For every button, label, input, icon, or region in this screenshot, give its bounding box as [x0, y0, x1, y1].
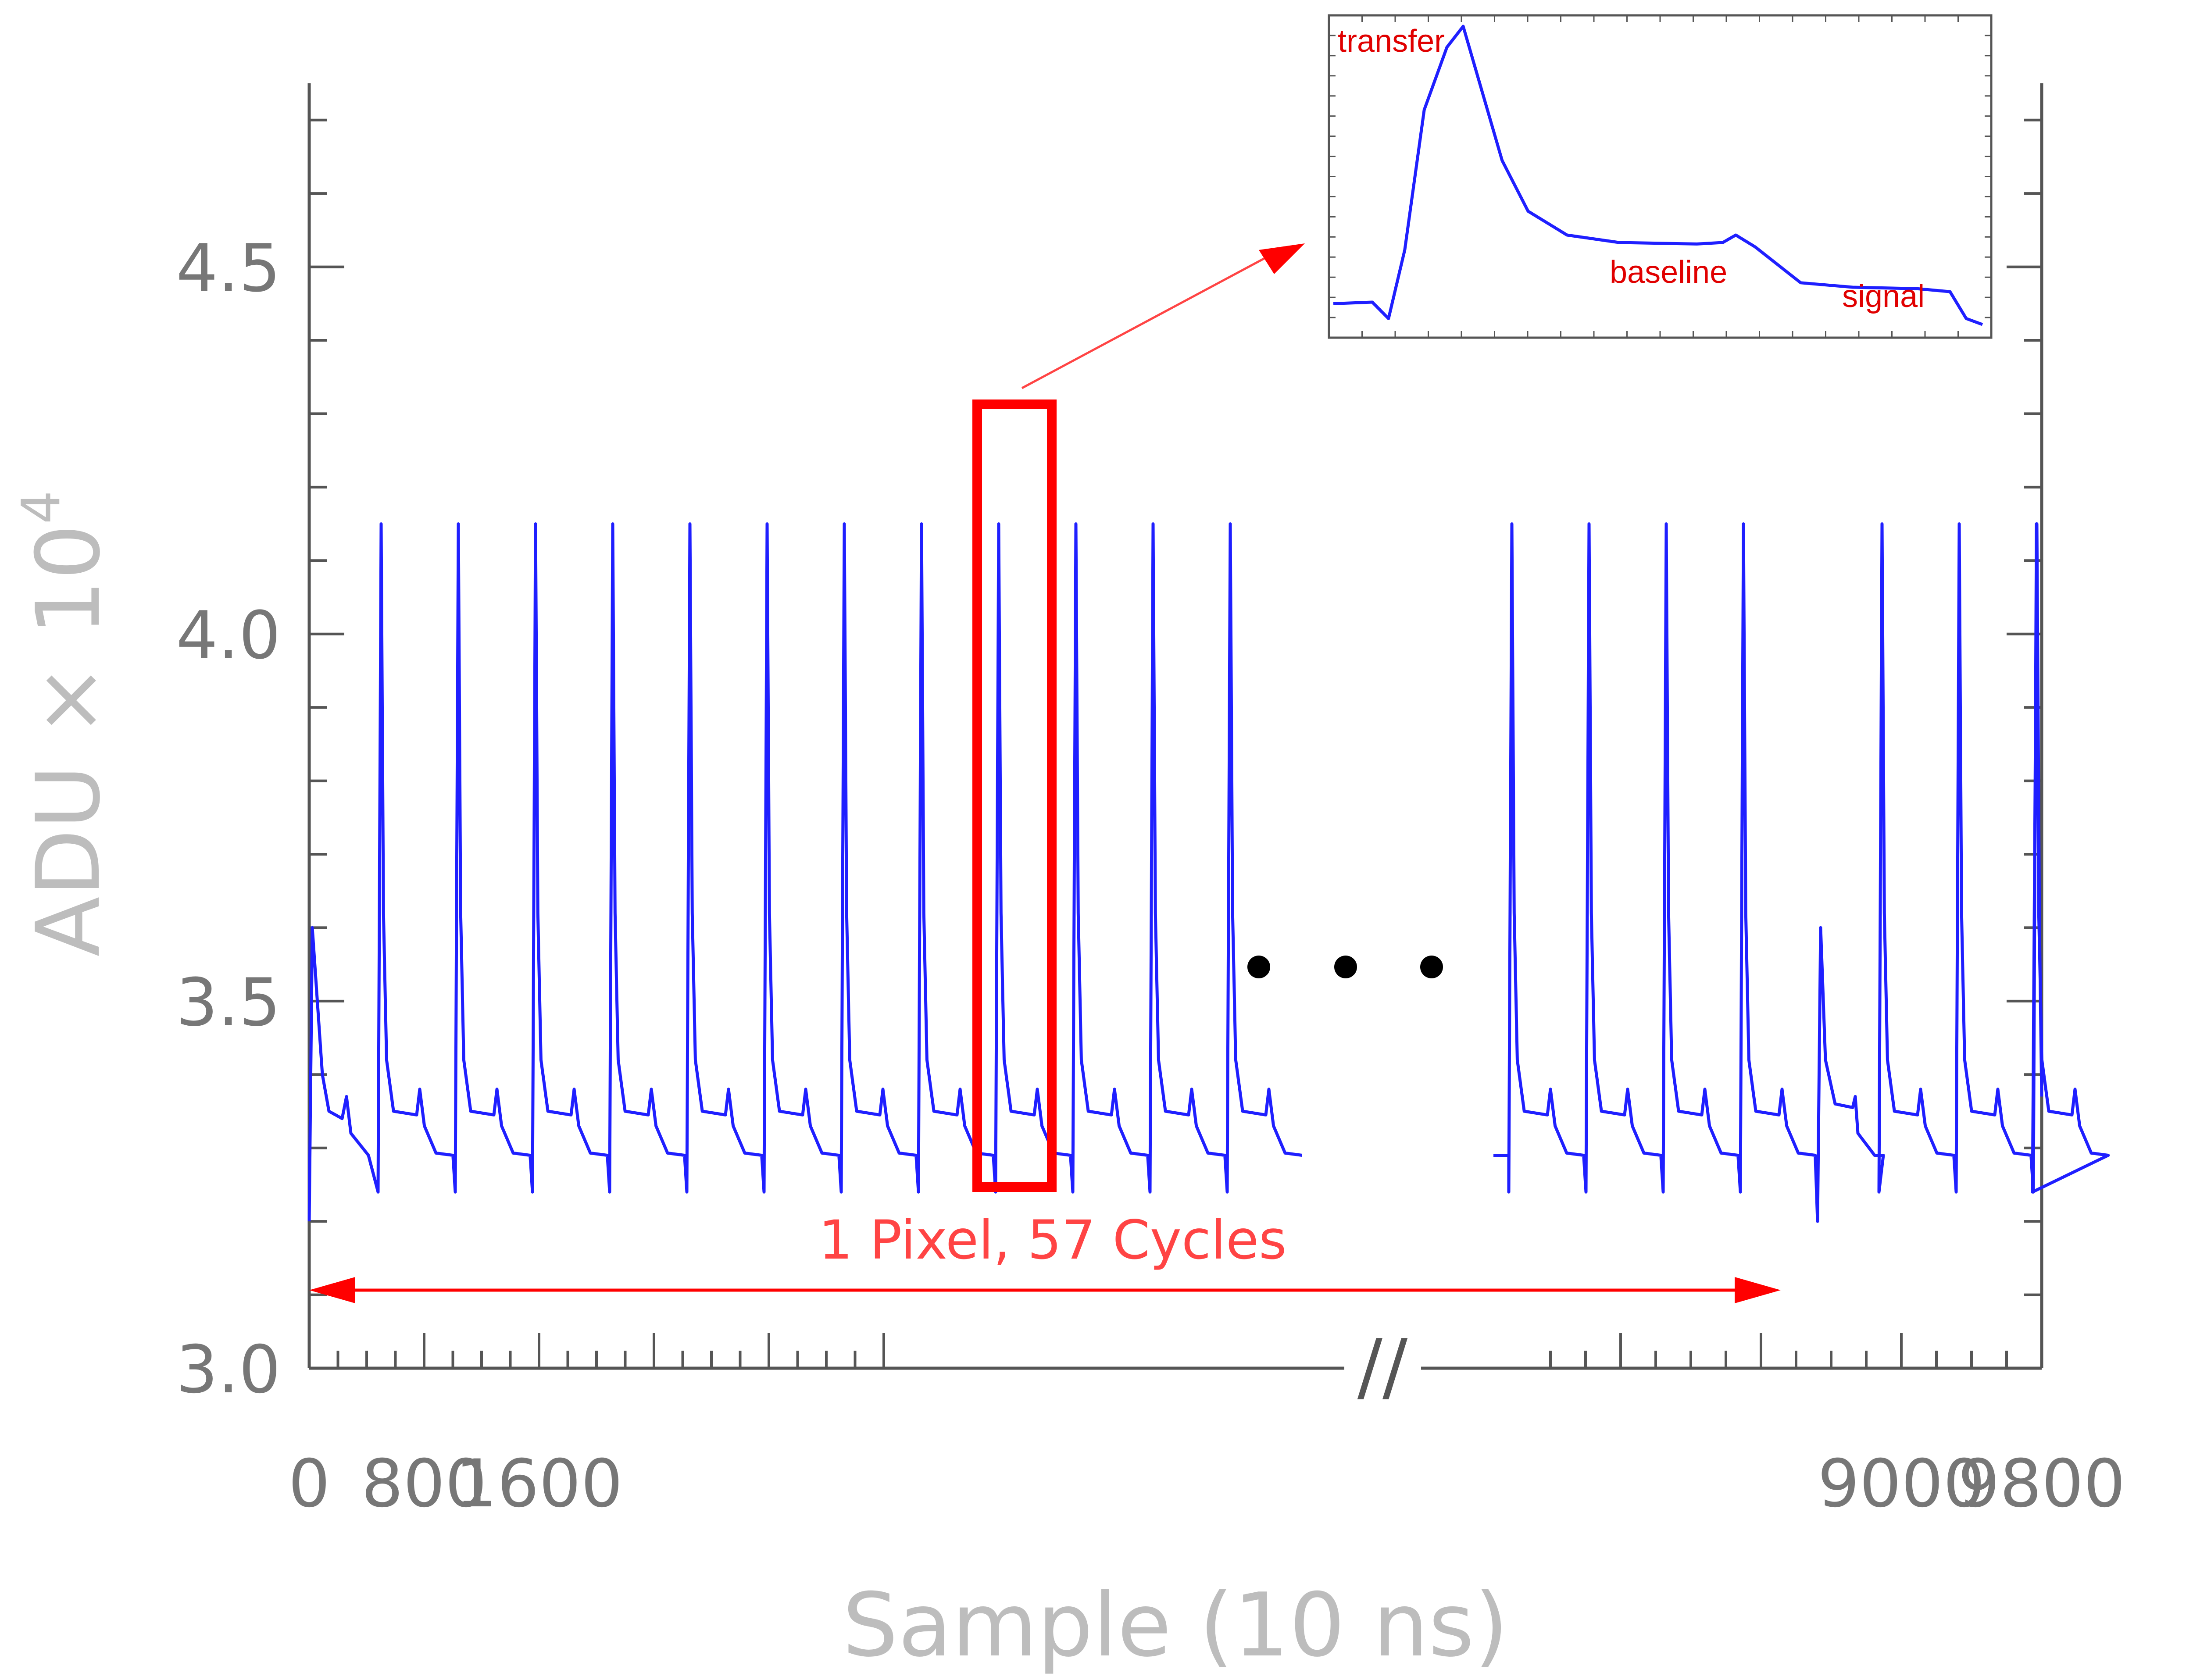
y-ticks: 3.0 3.5 4.0 4.5	[176, 118, 2042, 1408]
pixel-span-arrow-left	[309, 1277, 355, 1303]
y-tick-label: 3.5	[176, 965, 281, 1041]
ellipsis-dot	[1334, 956, 1357, 978]
y-tick-label: 4.5	[176, 231, 281, 307]
x-axis-title: Sample (10 ns)	[843, 1574, 1509, 1676]
inset-label-signal: signal	[1842, 279, 1925, 314]
ellipsis-dot	[1247, 956, 1270, 978]
y-axis-title-text: ADU × 104	[11, 491, 120, 957]
waveform-left	[307, 522, 1303, 1222]
ellipsis-dot	[1420, 956, 1443, 978]
x-tick-label: 0	[288, 1446, 330, 1522]
inset-ticks	[1329, 15, 1991, 338]
zoom-arrow-line	[1021, 253, 1273, 389]
ellipsis-dots	[1247, 956, 1443, 978]
inset-waveform	[1333, 25, 1983, 326]
inset-chart: transfer baseline signal	[1328, 14, 1993, 339]
axis-break-symbol: //	[1357, 1323, 1408, 1410]
y-tick-label: 3.0	[176, 1332, 281, 1408]
inset-label-baseline: baseline	[1610, 255, 1727, 290]
waveform	[307, 522, 2110, 1223]
x-tick-label: 9000	[1818, 1446, 1985, 1522]
y-axis-title-exponent: 4	[11, 491, 72, 524]
y-axis-title-base: ADU × 10	[18, 524, 120, 956]
x-tick-label: 1600	[455, 1446, 623, 1522]
inset-label-transfer: transfer	[1338, 24, 1445, 59]
y-axis-title: ADU × 104	[11, 491, 120, 957]
y-tick-label: 4.0	[176, 598, 281, 674]
pixel-span-arrow-right	[1735, 1277, 1781, 1303]
waveform-right	[1493, 522, 2110, 1223]
zoom-arrow-head	[1259, 243, 1305, 274]
pixel-span-label: 1 Pixel, 57 Cycles	[818, 1209, 1286, 1271]
x-tick-label: 800	[361, 1446, 487, 1522]
highlight-box	[972, 399, 1057, 1192]
x-tick-label: 9800	[1958, 1446, 2125, 1522]
